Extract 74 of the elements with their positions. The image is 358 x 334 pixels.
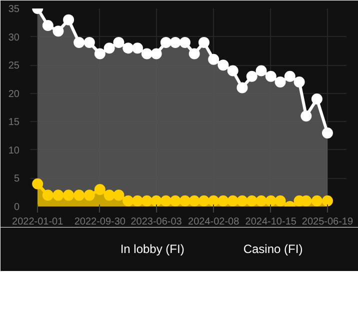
point xyxy=(274,195,286,206)
point xyxy=(52,190,64,201)
point xyxy=(284,70,296,82)
point xyxy=(170,36,181,48)
point xyxy=(170,195,181,206)
point xyxy=(179,36,190,48)
x-tick-label: 2024-02-08 xyxy=(188,216,240,228)
y-tick-label: 10 xyxy=(8,145,20,156)
point xyxy=(294,76,305,88)
point xyxy=(42,20,54,31)
y-tick-label: 0 xyxy=(14,202,20,213)
point xyxy=(188,195,200,206)
point xyxy=(246,70,258,82)
y-tick-label: 30 xyxy=(8,32,20,44)
point xyxy=(104,190,115,201)
point xyxy=(256,195,267,206)
point xyxy=(179,195,190,206)
point xyxy=(141,48,152,60)
point xyxy=(74,36,85,48)
point xyxy=(160,36,172,48)
y-tick-label: 35 xyxy=(8,4,20,15)
point xyxy=(122,195,134,206)
x-tick-label: 2025-06-19 xyxy=(302,216,354,228)
point xyxy=(300,110,312,122)
point xyxy=(132,42,144,54)
point xyxy=(113,190,124,201)
point xyxy=(132,195,144,206)
point xyxy=(63,14,74,26)
point xyxy=(113,36,124,48)
y-tick-label: 20 xyxy=(8,88,20,100)
point xyxy=(311,195,322,206)
x-tick-label: 2023-06-03 xyxy=(130,216,182,228)
point xyxy=(52,26,64,37)
point xyxy=(84,36,95,48)
point xyxy=(322,195,333,206)
point xyxy=(150,48,162,60)
point xyxy=(84,190,95,201)
point xyxy=(227,195,238,206)
point xyxy=(218,60,229,71)
point xyxy=(198,195,210,206)
x-tick-label: 2022-01-01 xyxy=(12,216,64,228)
point xyxy=(218,195,229,206)
point xyxy=(227,65,238,76)
point xyxy=(150,195,162,206)
point xyxy=(322,127,333,138)
y-tick-label: 25 xyxy=(8,60,20,72)
point xyxy=(246,195,258,206)
x-tick-label: 2024-10-15 xyxy=(245,216,297,228)
point xyxy=(236,82,248,94)
point xyxy=(32,178,44,190)
point xyxy=(74,190,85,201)
x-tick-label: 2022-09-30 xyxy=(74,216,126,228)
point xyxy=(160,195,172,206)
point xyxy=(256,65,267,76)
point xyxy=(208,195,220,206)
point xyxy=(265,195,276,206)
point xyxy=(265,70,276,82)
point xyxy=(208,54,220,65)
point xyxy=(141,195,152,206)
point xyxy=(188,48,200,60)
y-tick-label: 15 xyxy=(8,117,20,128)
text: In lobby (FI) xyxy=(120,242,184,256)
point xyxy=(104,42,115,54)
point xyxy=(122,42,134,54)
point xyxy=(94,184,106,196)
point xyxy=(42,190,54,201)
point xyxy=(311,94,322,105)
y-tick-label: 5 xyxy=(14,174,20,185)
point xyxy=(274,76,286,88)
point xyxy=(94,48,106,60)
text: Casino (FI) xyxy=(243,242,303,256)
point xyxy=(198,36,210,48)
point xyxy=(236,195,248,206)
point xyxy=(63,190,74,201)
